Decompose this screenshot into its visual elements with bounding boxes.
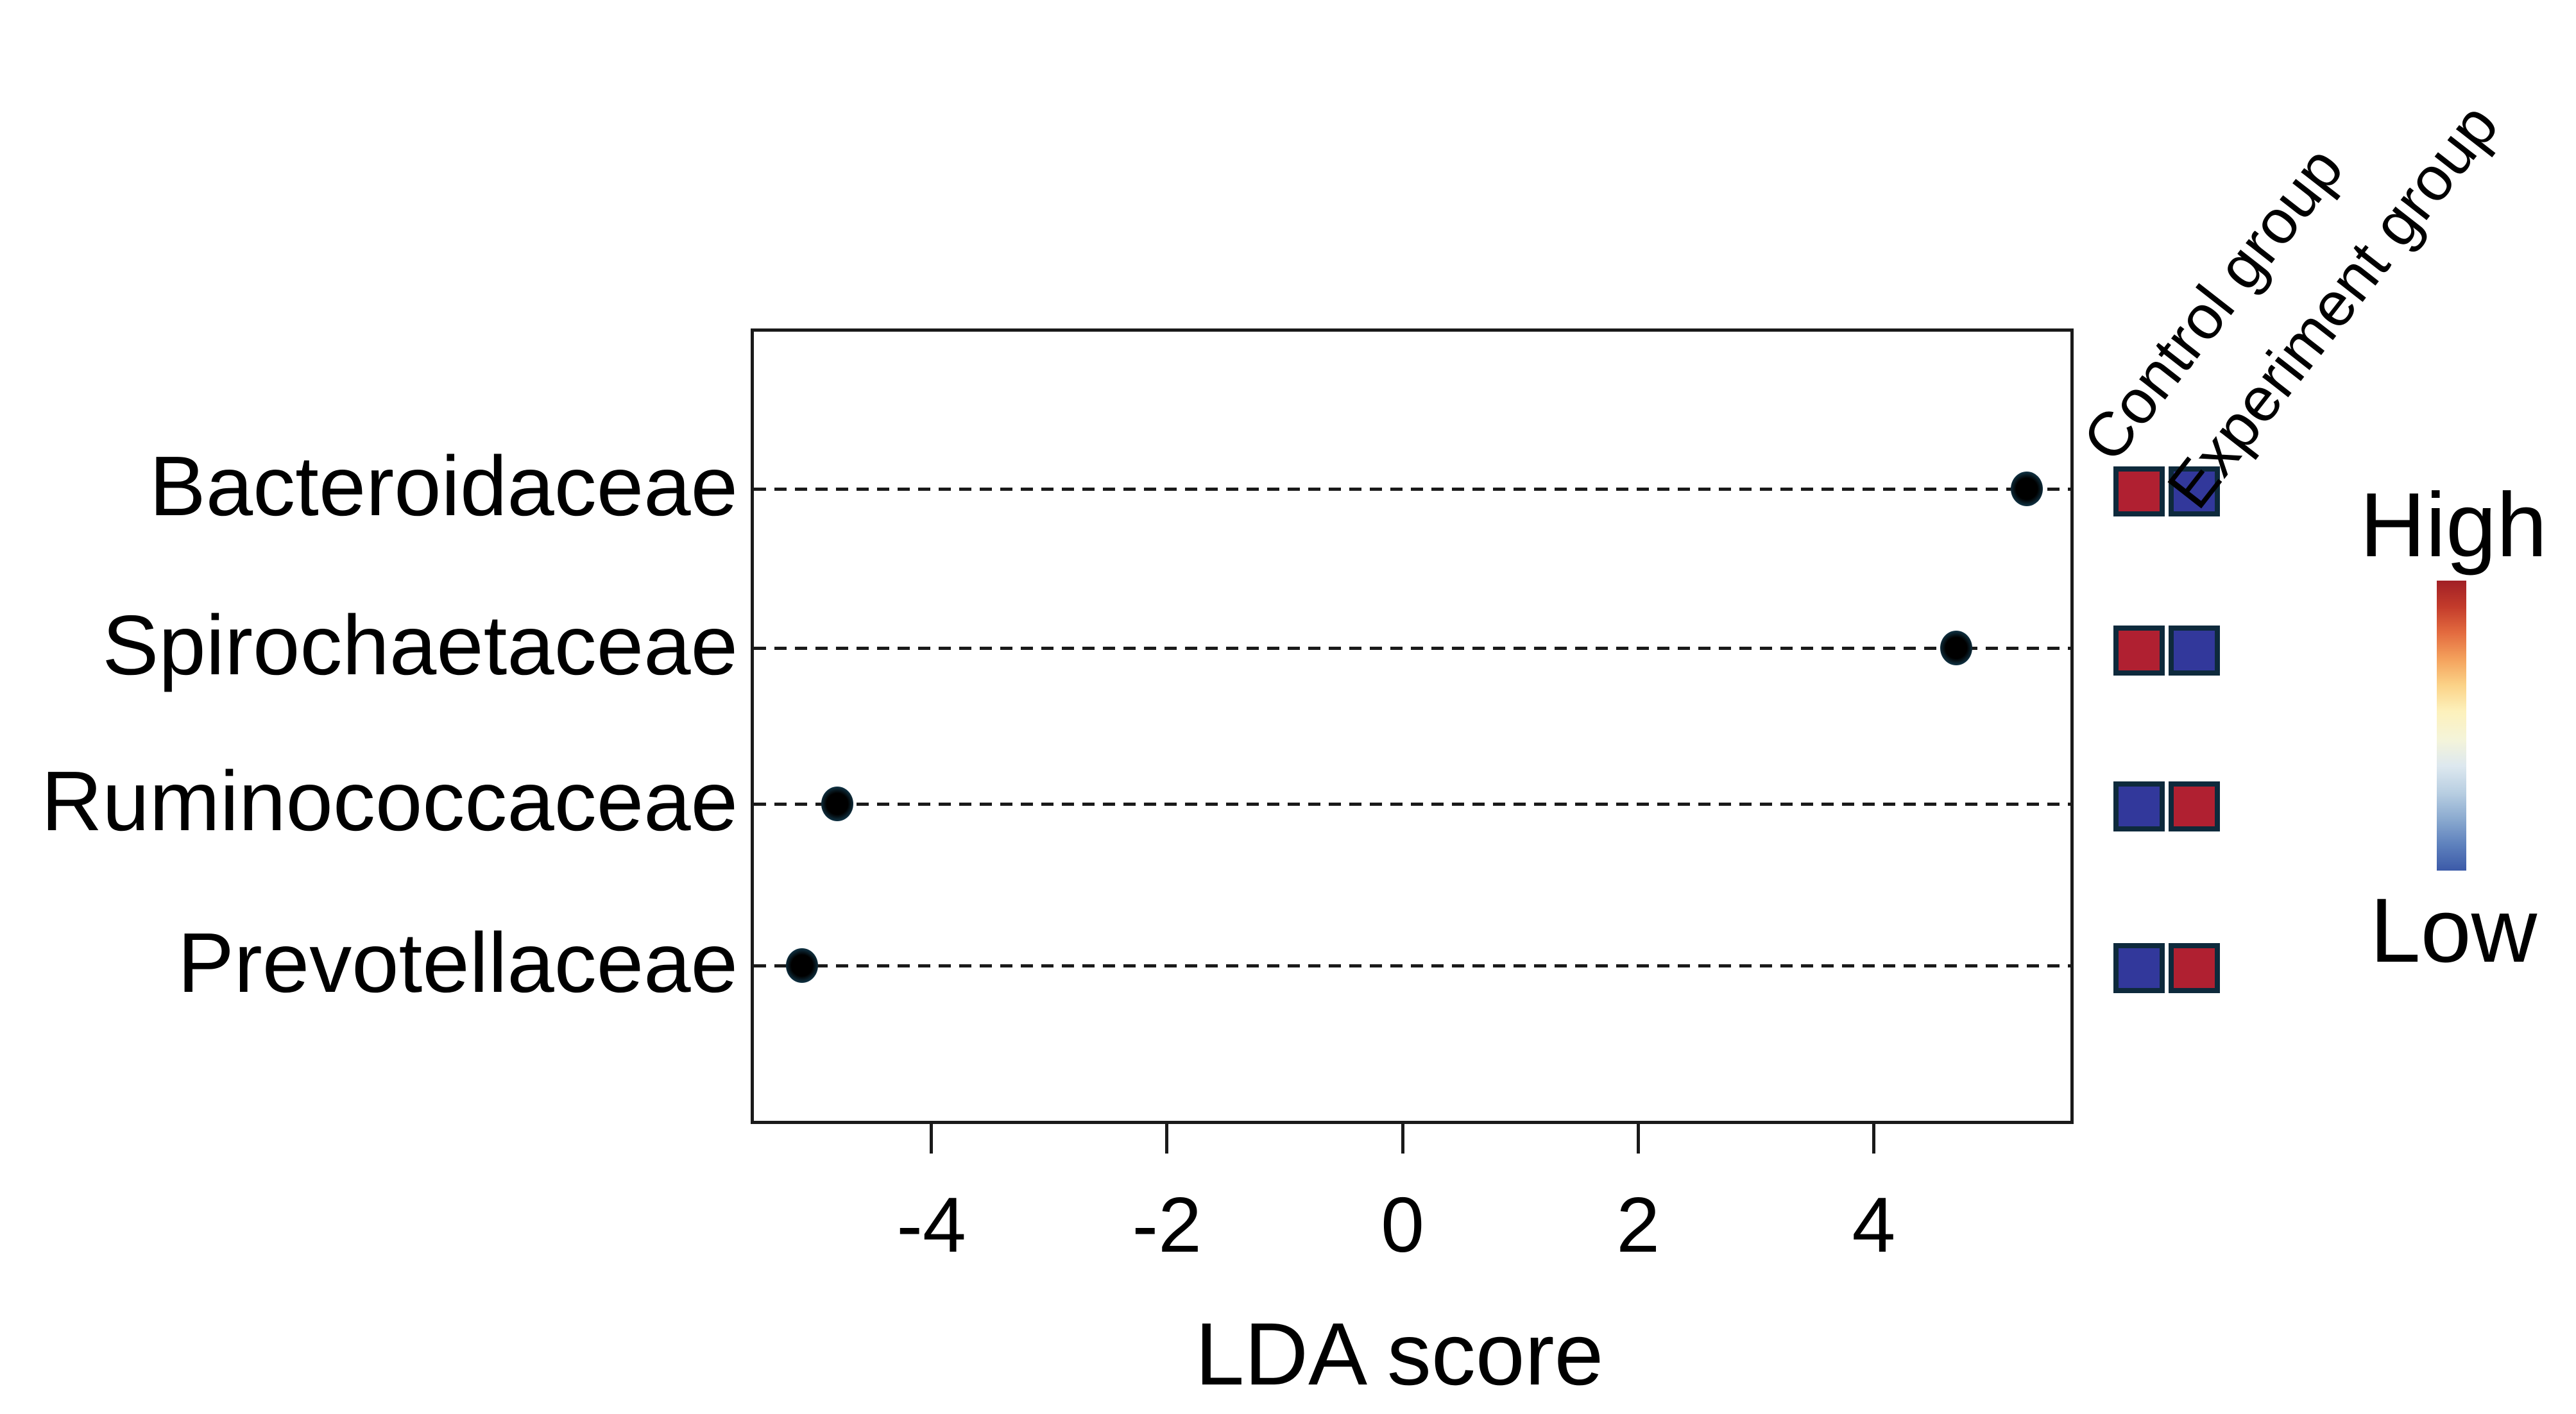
lda-dot-ruminococcaceae — [821, 787, 853, 821]
x-tick-label: 4 — [1852, 1181, 1896, 1268]
x-tick-label: -2 — [1132, 1181, 1202, 1268]
x-axis-title: LDA score — [1195, 1305, 1604, 1404]
x-tick-label: 0 — [1381, 1181, 1424, 1268]
dashed-row-line — [754, 647, 2070, 650]
colorbar-gradient — [2437, 581, 2466, 871]
lda-dot-prevotellaceae — [785, 948, 818, 983]
lda-dot-bacteroidaceae — [2011, 472, 2043, 506]
x-tick-label: 2 — [1616, 1181, 1660, 1268]
x-tick-mark — [1872, 1124, 1875, 1154]
x-tick-mark — [1165, 1124, 1169, 1154]
colorbar-low-label: Low — [2369, 880, 2538, 982]
dashed-row-line — [754, 488, 2070, 491]
dashed-row-line — [754, 964, 2070, 967]
x-tick-label: -4 — [896, 1181, 966, 1268]
taxon-label: Prevotellaceae — [177, 916, 738, 1010]
x-tick-mark — [930, 1124, 934, 1154]
taxon-label: Ruminococcaceae — [41, 754, 738, 848]
colorbar-high-label: High — [2359, 474, 2548, 576]
lda-dot-spirochaetaceae — [1940, 631, 1972, 665]
x-tick-mark — [1401, 1124, 1404, 1154]
heatmap-cell-control-low — [2113, 943, 2165, 993]
heatmap-cell-experiment-high — [2169, 943, 2220, 993]
heatmap-cell-control-high — [2113, 466, 2165, 516]
heatmap-cell-control-high — [2113, 626, 2165, 676]
dashed-row-line — [754, 803, 2070, 806]
plot-area — [751, 328, 2074, 1124]
heatmap-cell-experiment-low — [2169, 466, 2220, 516]
x-tick-mark — [1636, 1124, 1640, 1154]
taxon-label: Spirochaetaceae — [102, 598, 738, 692]
heatmap-cell-experiment-high — [2169, 781, 2220, 831]
heatmap-cell-control-low — [2113, 781, 2165, 831]
taxon-label: Bacteroidaceae — [149, 439, 738, 533]
heatmap-cell-experiment-low — [2169, 626, 2220, 676]
